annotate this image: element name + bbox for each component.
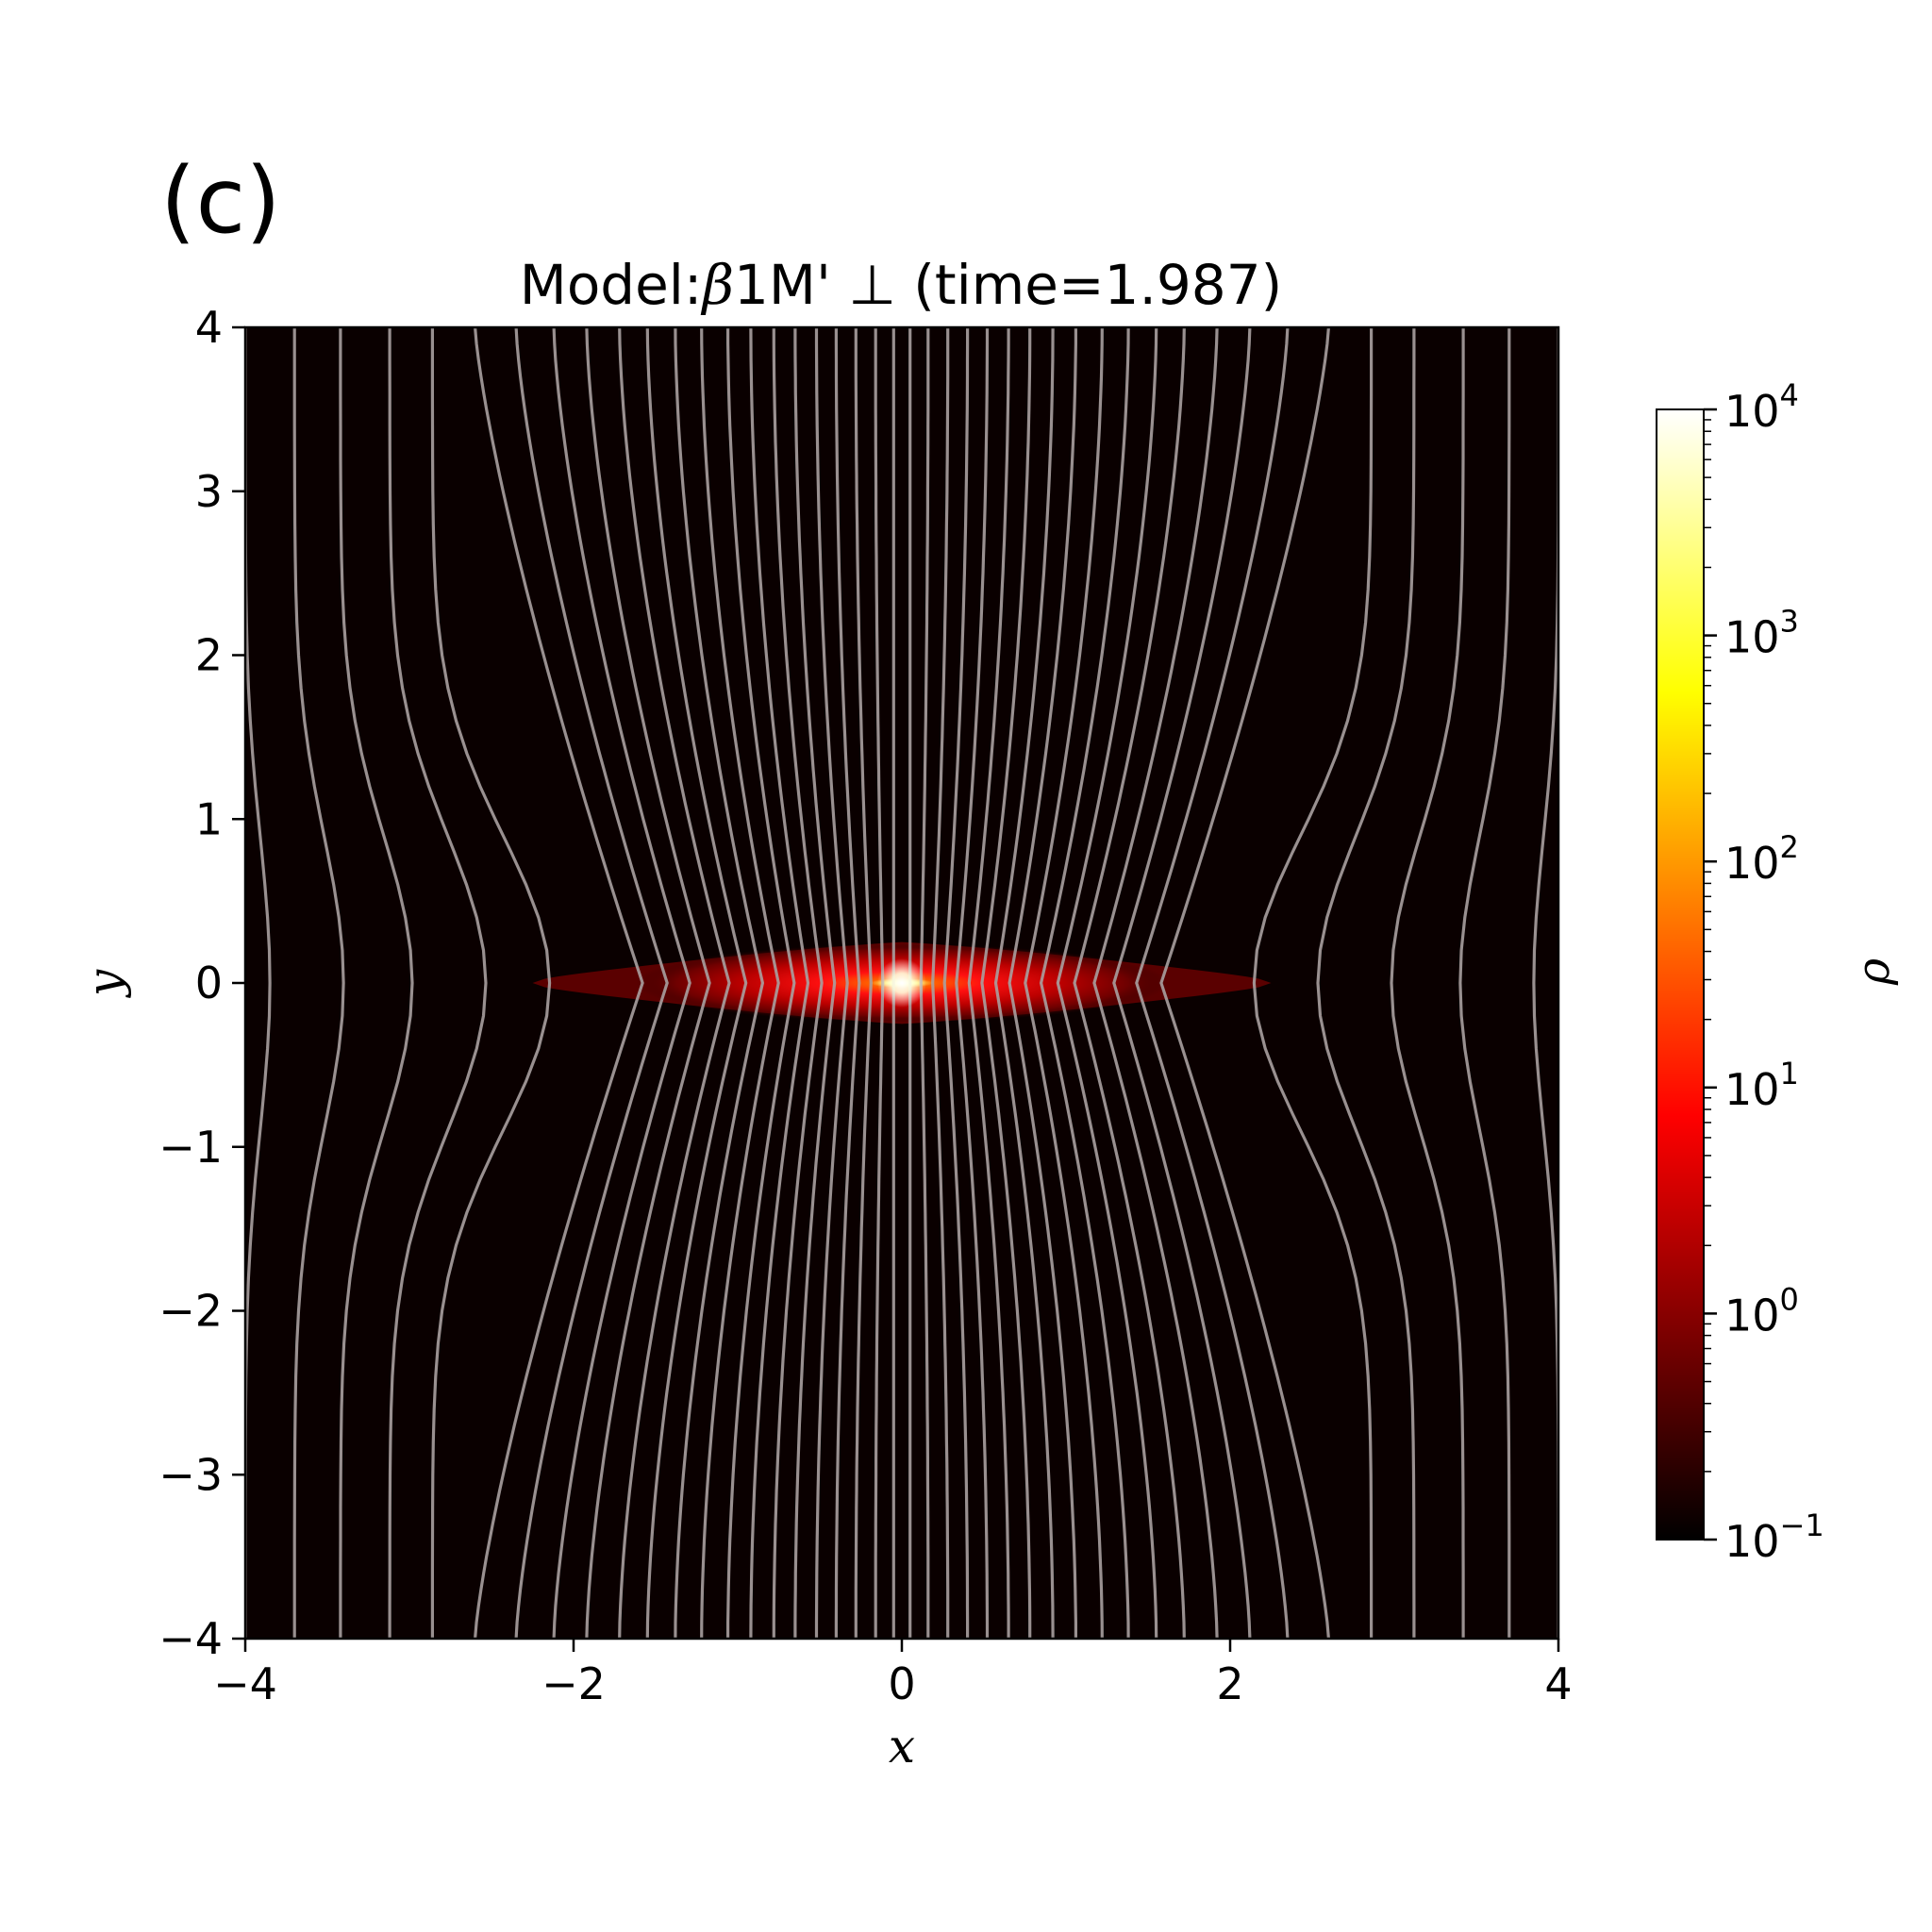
x-axis-label: x bbox=[889, 1719, 915, 1774]
x-tick-label: −4 bbox=[213, 1658, 277, 1709]
field-line bbox=[1159, 327, 1330, 1639]
field-line bbox=[645, 327, 748, 1639]
colorbar-tick-label: 102 bbox=[1724, 829, 1799, 889]
field-line bbox=[772, 327, 824, 1639]
field-line bbox=[1390, 327, 1465, 1639]
colorbar-ticks: 10−1 100 101 102 103 104 bbox=[1704, 377, 1824, 1567]
field-line bbox=[388, 327, 488, 1639]
field-line bbox=[1024, 327, 1104, 1639]
y-tick-label: 0 bbox=[195, 958, 223, 1008]
field-line bbox=[814, 327, 849, 1639]
field-line bbox=[967, 327, 1010, 1639]
field-line bbox=[1073, 327, 1186, 1639]
panel-label: (c) bbox=[160, 148, 281, 254]
title-prefix: Model: bbox=[519, 253, 703, 317]
field-line bbox=[292, 327, 345, 1639]
x-tick-label: 2 bbox=[1216, 1658, 1243, 1709]
field-line bbox=[1039, 327, 1130, 1639]
y-tick-label: 2 bbox=[195, 630, 223, 681]
field-line bbox=[942, 327, 970, 1639]
field-line bbox=[1316, 327, 1416, 1639]
field-line bbox=[993, 327, 1055, 1639]
colorbar-tick-label: 103 bbox=[1724, 604, 1799, 663]
y-tick-label: −4 bbox=[158, 1613, 223, 1664]
field-line bbox=[955, 327, 990, 1639]
density-core bbox=[877, 958, 926, 1008]
field-line bbox=[552, 327, 691, 1639]
x-tick-label: 0 bbox=[888, 1658, 915, 1709]
colorbar-tick-label: 104 bbox=[1724, 377, 1799, 437]
field-line bbox=[430, 327, 552, 1639]
field-line bbox=[793, 327, 837, 1639]
field-line bbox=[1252, 327, 1374, 1639]
y-axis-label: y bbox=[77, 969, 132, 998]
y-tick-label: 1 bbox=[195, 793, 223, 844]
y-tick-label: −1 bbox=[158, 1122, 223, 1173]
field-line bbox=[674, 327, 765, 1639]
field-line bbox=[931, 327, 950, 1639]
y-tick-label: 3 bbox=[195, 466, 223, 517]
colorbar bbox=[1656, 408, 1705, 1541]
y-axis-ticks: −4 −3 −2 −1 0 1 2 3 4 bbox=[158, 302, 245, 1664]
x-tick-label: −2 bbox=[541, 1658, 606, 1709]
colorbar-tick-label: 10−1 bbox=[1724, 1507, 1824, 1567]
colorbar-tick-label: 100 bbox=[1724, 1281, 1799, 1341]
field-line bbox=[1008, 327, 1077, 1639]
field-line bbox=[1112, 327, 1252, 1639]
x-axis-ticks: −4 −2 0 2 4 bbox=[213, 1639, 1573, 1709]
field-line bbox=[339, 327, 414, 1639]
field-line bbox=[749, 327, 810, 1639]
field-line bbox=[514, 327, 669, 1639]
field-line bbox=[618, 327, 731, 1639]
field-line bbox=[585, 327, 711, 1639]
y-tick-label: −3 bbox=[158, 1449, 223, 1500]
field-line bbox=[1056, 327, 1158, 1639]
field-line bbox=[1458, 327, 1511, 1639]
title-greek: β bbox=[702, 253, 734, 317]
field-line bbox=[726, 327, 796, 1639]
field-line bbox=[834, 327, 861, 1639]
field-line bbox=[1092, 327, 1219, 1639]
field-line bbox=[474, 327, 644, 1639]
field-line bbox=[980, 327, 1032, 1639]
colorbar-tick-label: 101 bbox=[1724, 1056, 1799, 1115]
plot-title: Model:β1M' ⊥ (time=1.987) bbox=[245, 253, 1557, 317]
y-tick-label: −2 bbox=[158, 1286, 223, 1337]
title-suffix: 1M' ⊥ (time=1.987) bbox=[734, 253, 1283, 317]
field-line bbox=[700, 327, 780, 1639]
field-line bbox=[854, 327, 873, 1639]
y-tick-label: 4 bbox=[195, 302, 223, 353]
colorbar-label: ρ bbox=[1847, 958, 1900, 986]
field-line bbox=[1135, 327, 1290, 1639]
x-tick-label: 4 bbox=[1544, 1658, 1572, 1709]
